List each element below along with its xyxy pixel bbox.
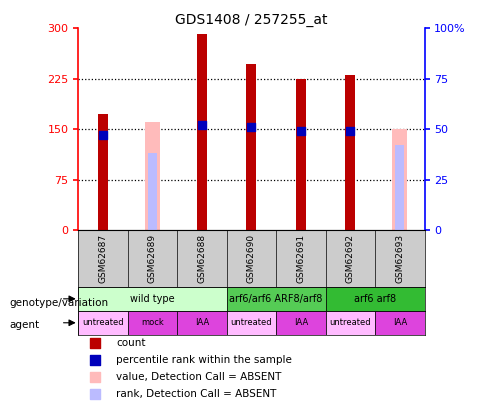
Bar	[226, 287, 325, 311]
Bar	[78, 311, 127, 335]
Bar	[197, 34, 207, 230]
Bar	[226, 311, 276, 335]
Bar	[98, 115, 108, 230]
Text: count: count	[116, 338, 146, 348]
Point	[297, 128, 305, 134]
Text: wild type: wild type	[130, 294, 175, 304]
Text: untreated: untreated	[230, 318, 272, 327]
Text: IAA: IAA	[294, 318, 308, 327]
Text: GSM62693: GSM62693	[395, 234, 405, 283]
Text: arf6 arf8: arf6 arf8	[354, 294, 396, 304]
Point	[99, 132, 107, 139]
Text: GSM62689: GSM62689	[148, 234, 157, 283]
Title: GDS1408 / 257255_at: GDS1408 / 257255_at	[175, 13, 327, 27]
Bar	[325, 311, 375, 335]
Text: agent: agent	[10, 320, 40, 330]
Bar	[177, 311, 226, 335]
Bar	[346, 75, 355, 230]
Text: untreated: untreated	[82, 318, 123, 327]
Text: GSM62688: GSM62688	[197, 234, 206, 283]
Bar	[276, 311, 325, 335]
Bar	[127, 311, 177, 335]
Bar	[246, 64, 256, 230]
Text: GSM62687: GSM62687	[98, 234, 107, 283]
Bar	[325, 287, 425, 311]
Text: arf6/arf6 ARF8/arf8: arf6/arf6 ARF8/arf8	[229, 294, 323, 304]
Text: value, Detection Call = ABSENT: value, Detection Call = ABSENT	[116, 372, 282, 382]
Text: genotype/variation: genotype/variation	[10, 298, 109, 308]
Text: untreated: untreated	[329, 318, 371, 327]
Bar	[145, 122, 160, 230]
Bar	[392, 129, 407, 230]
Text: IAA: IAA	[393, 318, 407, 327]
Text: GSM62692: GSM62692	[346, 234, 355, 283]
Point	[247, 124, 255, 130]
Text: rank, Detection Call = ABSENT: rank, Detection Call = ABSENT	[116, 389, 277, 399]
Text: GSM62691: GSM62691	[296, 234, 305, 283]
Text: GSM62690: GSM62690	[247, 234, 256, 283]
Text: IAA: IAA	[195, 318, 209, 327]
Point	[405, 148, 413, 154]
Bar	[375, 311, 425, 335]
Point	[198, 122, 206, 128]
Bar	[78, 287, 226, 311]
Bar	[395, 145, 404, 230]
Point	[346, 128, 354, 134]
Bar	[148, 153, 157, 230]
Point	[405, 305, 413, 311]
Bar	[296, 79, 306, 230]
Text: percentile rank within the sample: percentile rank within the sample	[116, 355, 292, 365]
Text: mock: mock	[141, 318, 163, 327]
